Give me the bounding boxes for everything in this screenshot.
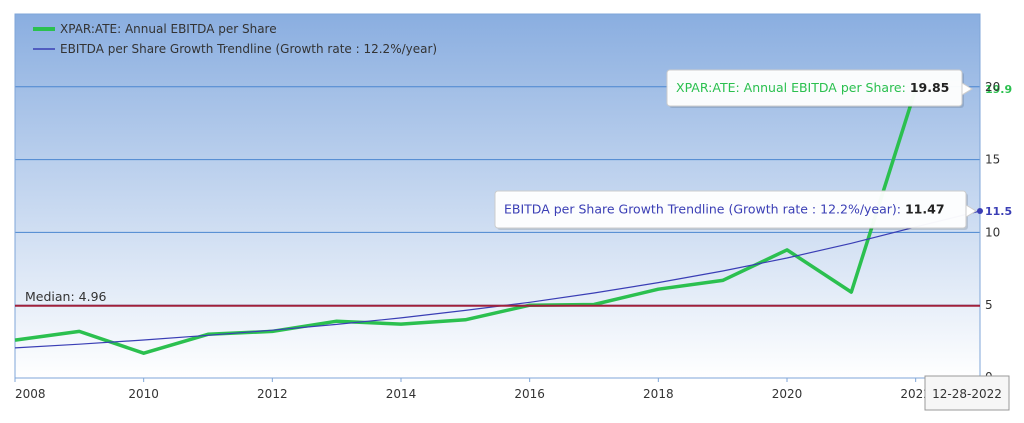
x-tick-label: 2012 xyxy=(257,387,288,401)
tooltip-pointer xyxy=(961,82,973,96)
legend: XPAR:ATE: Annual EBITDA per Share EBITDA … xyxy=(33,22,437,56)
tooltip-label: XPAR:ATE: Annual EBITDA per Share: xyxy=(676,80,910,95)
tooltip-text: EBITDA per Share Growth Trendline (Growt… xyxy=(504,202,945,217)
x-tick-label: 2008 xyxy=(15,387,46,401)
x-tick-label: 2014 xyxy=(386,387,417,401)
x-tick-label: 2020 xyxy=(772,387,803,401)
end-value-label: 11.5 xyxy=(985,205,1012,218)
tooltip-label: EBITDA per Share Growth Trendline (Growt… xyxy=(504,202,905,217)
y-tick-label: 5 xyxy=(985,298,993,312)
legend-entry: EBITDA per Share Growth Trendline (Growt… xyxy=(60,42,437,56)
y-tick-label: 20 xyxy=(985,80,1000,94)
x-tick-label: 2010 xyxy=(128,387,159,401)
tooltip: EBITDA per Share Growth Trendline (Growt… xyxy=(494,190,977,230)
date-flag: 12-28-2022 xyxy=(924,375,1010,411)
median-label: Median: 4.96 xyxy=(25,289,107,304)
tooltip: XPAR:ATE: Annual EBITDA per Share: 19.85 xyxy=(666,69,973,108)
trendline-end-point xyxy=(977,207,983,214)
tooltip-text: XPAR:ATE: Annual EBITDA per Share: 19.85 xyxy=(676,80,949,95)
y-tick-label: 15 xyxy=(985,153,1000,167)
x-tick-label: 2018 xyxy=(643,387,674,401)
date-flag-box xyxy=(924,375,1010,411)
x-tick-label: 2022 xyxy=(900,387,931,401)
y-tick-label: 10 xyxy=(985,225,1000,239)
x-tick-label: 2016 xyxy=(514,387,545,401)
tooltip-value: 11.47 xyxy=(905,202,945,217)
legend-entry: XPAR:ATE: Annual EBITDA per Share xyxy=(60,22,277,36)
tooltip-value: 19.85 xyxy=(910,80,950,95)
ebitda-series-line xyxy=(14,88,918,355)
date-flag-label: 12-28-2022 xyxy=(932,387,1002,401)
tooltip-pointer xyxy=(965,204,977,218)
end-value-label: 19.9 xyxy=(985,83,1012,96)
plot-border xyxy=(14,13,981,379)
